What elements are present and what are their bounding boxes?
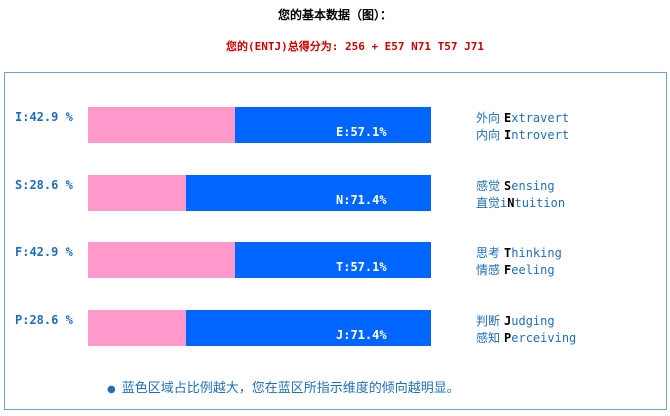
left-percentage-label: I:42.9 % <box>15 110 73 124</box>
left-percentage-label: F:42.9 % <box>15 245 73 259</box>
bar-blue-label: J:71.4% <box>336 328 387 342</box>
explanation-text: 蓝色区域占比例越大，您在蓝区所指示维度的倾向越明显。 <box>121 381 460 396</box>
dimension-legend-1: 感觉 Sensing <box>476 177 555 194</box>
preference-bar: E:57.1% <box>88 107 431 143</box>
dimension-letter: T <box>504 246 512 260</box>
page-title: 您的基本数据（图）： <box>277 8 392 22</box>
dimension-cn-label: 外向 <box>476 111 501 125</box>
dimension-legend-2: 直觉iNtuition <box>476 194 565 211</box>
preference-bar: N:71.4% <box>88 175 431 211</box>
dimension-cn-label: 情感 <box>476 263 501 277</box>
bar-pink-segment <box>88 175 187 211</box>
dimension-letter: P <box>504 331 512 345</box>
dimension-en-label: udging <box>511 314 555 328</box>
dimension-en-label: erceiving <box>511 331 577 345</box>
dimension-en-label: eeling <box>511 263 555 277</box>
dimension-row-jp: P:28.6 % J:71.4% 判断 Judging 感知 Perceiving <box>5 310 666 350</box>
bullet-icon: ● <box>107 384 116 395</box>
explanation-note: ● 蓝色区域占比例越大，您在蓝区所指示维度的倾向越明显。 <box>107 377 460 396</box>
dimension-en-label: hinking <box>511 246 562 260</box>
dimension-legend-2: 感知 Perceiving <box>476 329 576 346</box>
score-summary: 您的(ENTJ)总得分为: 256 + E57 N71 T57 J71 <box>225 40 485 53</box>
dimension-en-label: tuition <box>514 196 566 210</box>
left-percentage-label: P:28.6 % <box>15 313 73 327</box>
bar-pink-segment <box>88 310 187 346</box>
dimension-en-label: ensing <box>511 179 555 193</box>
dimension-cn-label: 判断 <box>476 314 501 328</box>
dimension-legend-1: 判断 Judging <box>476 312 555 329</box>
dimension-letter: S <box>504 179 512 193</box>
dimension-en-label: xtravert <box>511 111 570 125</box>
dimension-cn-label: 感觉 <box>476 179 501 193</box>
dimension-legend-2: 情感 Feeling <box>476 261 555 278</box>
dimension-letter: F <box>504 263 512 277</box>
dimension-row-sn: S:28.6 % N:71.4% 感觉 Sensing 直觉iNtuition <box>5 175 666 215</box>
dimension-cn-label: 直觉 <box>476 196 501 210</box>
dimension-cn-label: 感知 <box>476 331 501 345</box>
bar-blue-label: T:57.1% <box>336 260 387 274</box>
dimension-row-ei: I:42.9 % E:57.1% 外向 Extravert 内向 Introvert <box>5 107 666 147</box>
bar-pink-segment <box>88 107 236 143</box>
preference-bar: T:57.1% <box>88 242 431 278</box>
dimension-letter: E <box>504 111 512 125</box>
dimension-en-label: ntrovert <box>511 128 570 142</box>
left-percentage-label: S:28.6 % <box>15 178 73 192</box>
dimension-letter: J <box>504 314 512 328</box>
results-panel: I:42.9 % E:57.1% 外向 Extravert 内向 Introvert… <box>4 72 667 410</box>
preference-bar: J:71.4% <box>88 310 431 346</box>
dimension-legend-1: 外向 Extravert <box>476 109 569 126</box>
bar-blue-label: E:57.1% <box>336 125 387 139</box>
dimension-cn-label: 思考 <box>476 246 501 260</box>
bar-pink-segment <box>88 242 236 278</box>
dimension-en-prefix: i <box>500 196 508 210</box>
dimension-cn-label: 内向 <box>476 128 501 142</box>
dimension-row-tf: F:42.9 % T:57.1% 思考 Thinking 情感 Feeling <box>5 242 666 282</box>
dimension-letter: I <box>504 128 512 142</box>
dimension-letter: N <box>507 196 515 210</box>
dimension-legend-1: 思考 Thinking <box>476 244 562 261</box>
dimension-legend-2: 内向 Introvert <box>476 126 569 143</box>
bar-blue-label: N:71.4% <box>336 193 387 207</box>
